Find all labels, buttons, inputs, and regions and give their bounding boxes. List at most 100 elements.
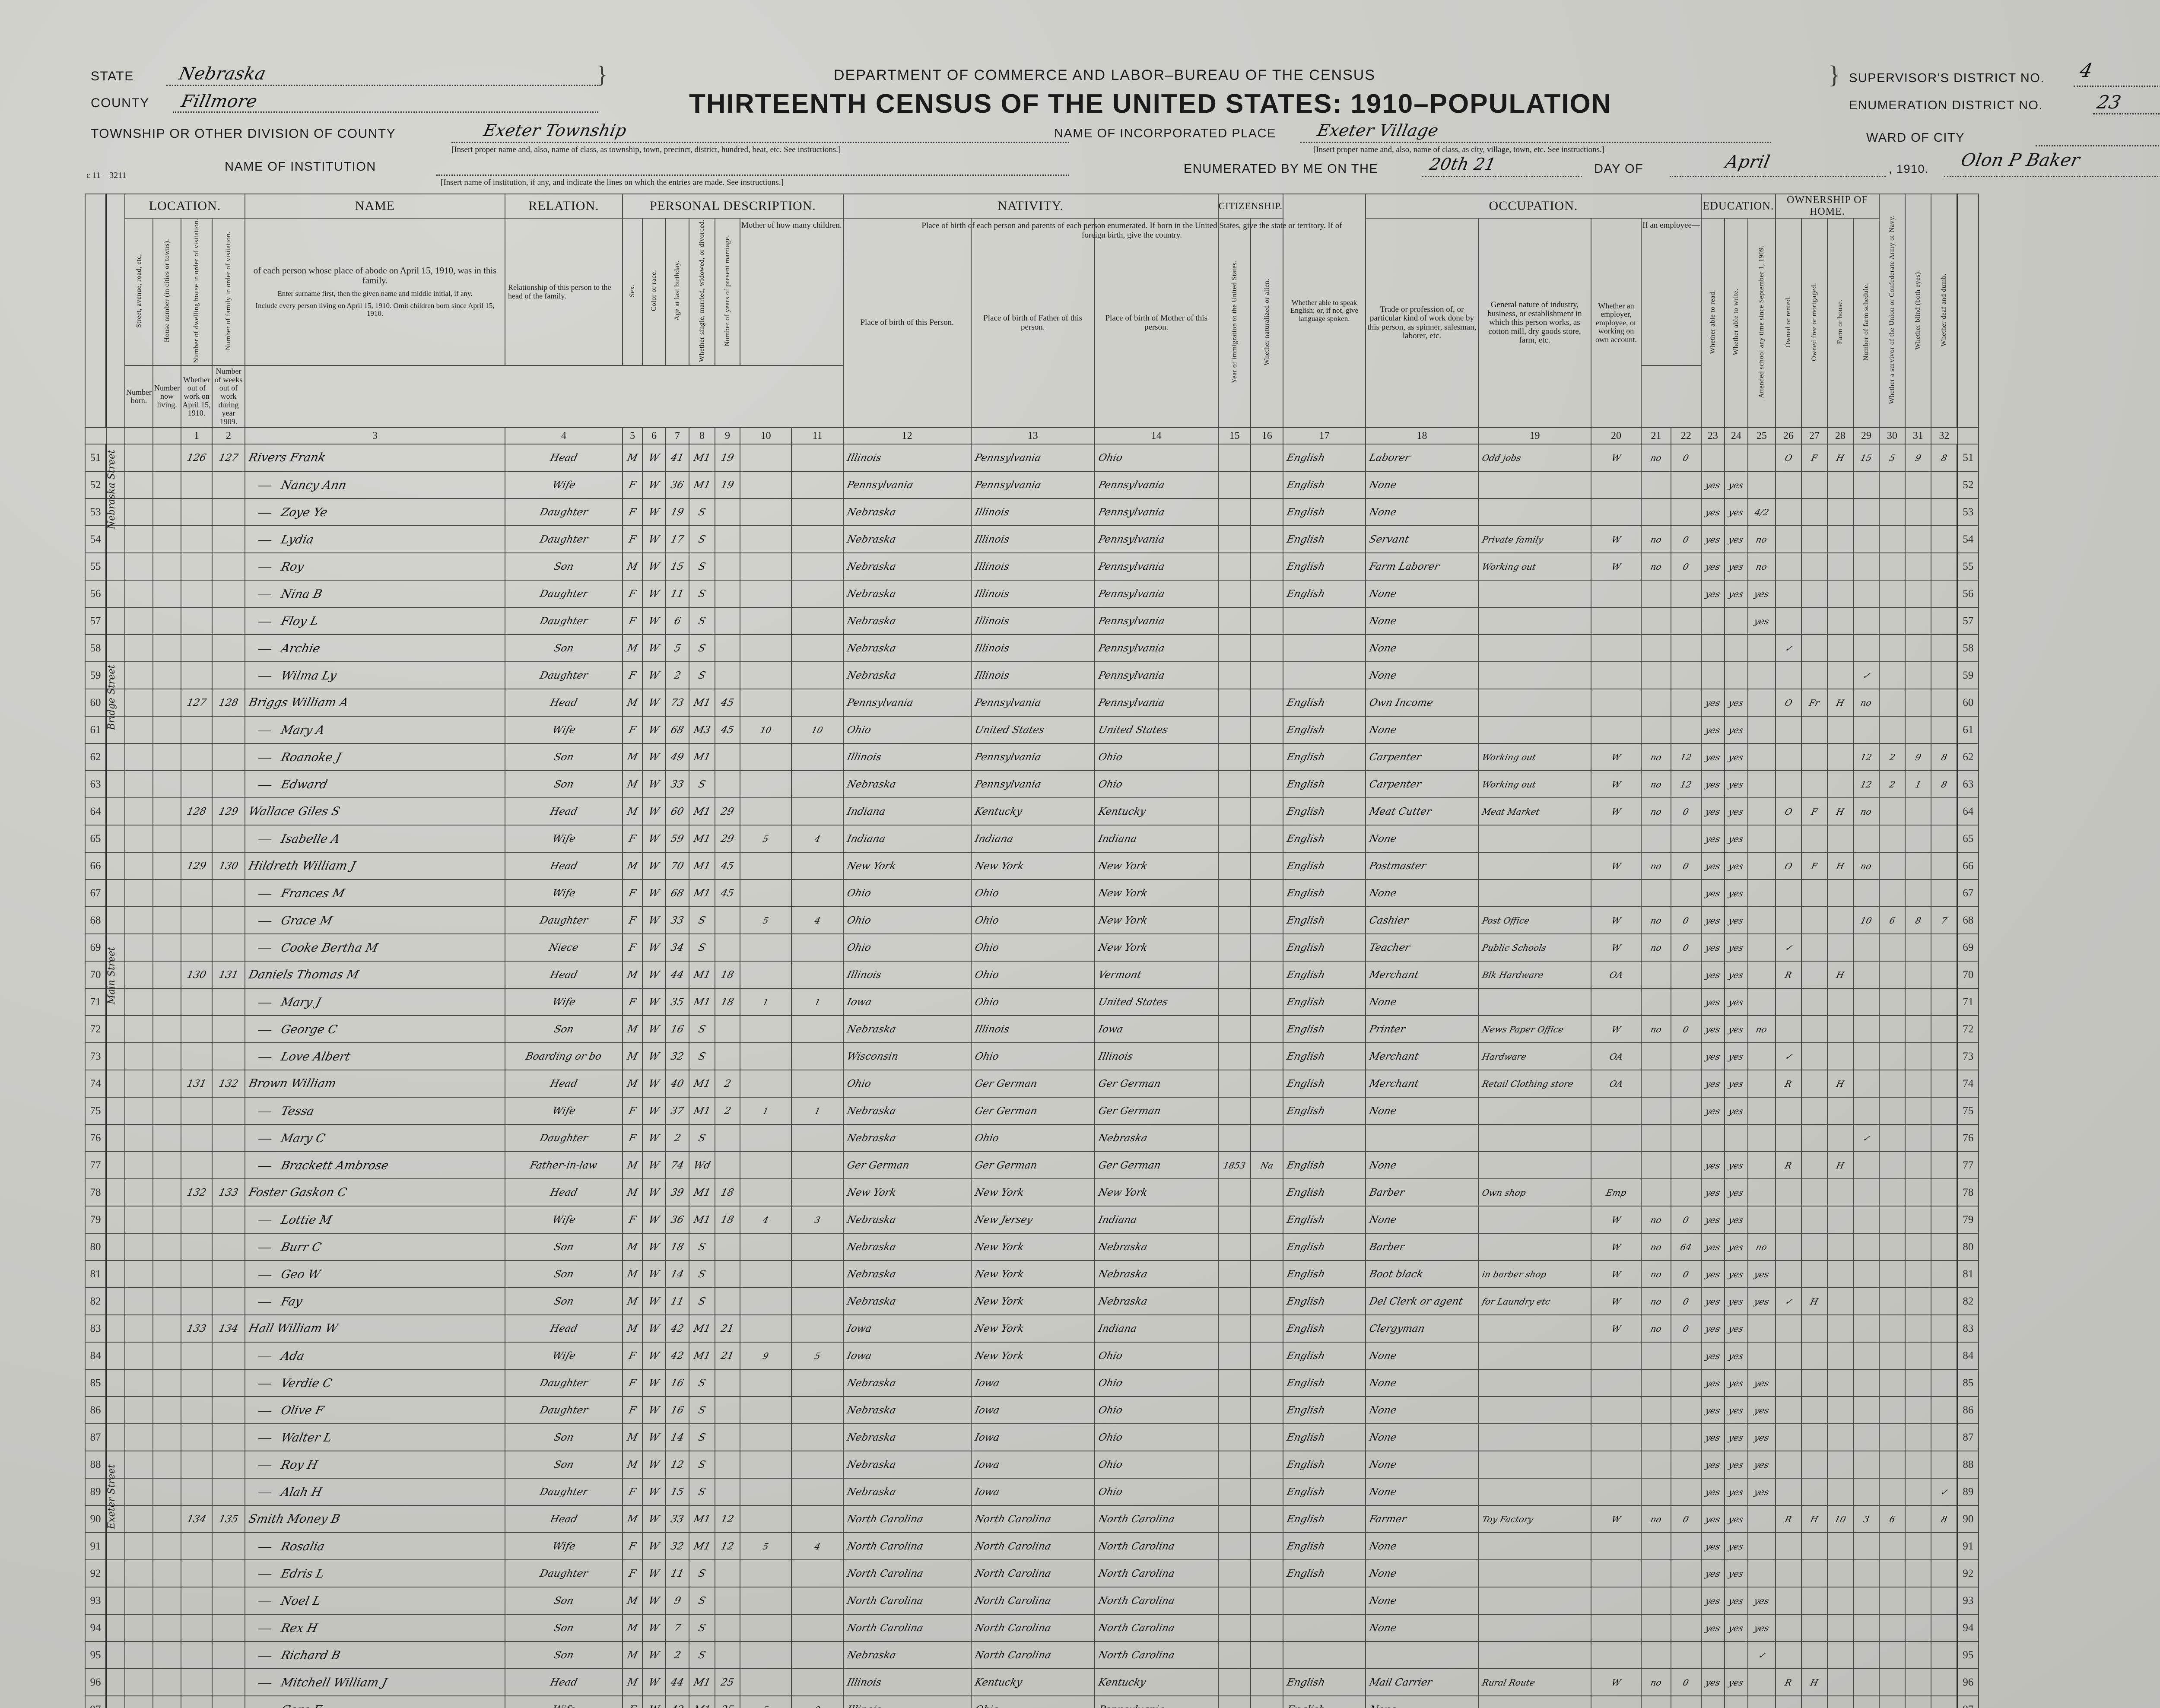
cell-oow[interactable] xyxy=(1640,1151,1671,1180)
cell-school[interactable]: yes xyxy=(1747,1369,1776,1397)
cell-surv[interactable] xyxy=(1878,1396,1906,1425)
cell-ms[interactable]: S xyxy=(688,1559,715,1588)
cell-race[interactable]: W xyxy=(642,716,666,744)
cell-oow[interactable]: no xyxy=(1640,770,1671,799)
cell-name[interactable]: — Cora E xyxy=(244,1695,505,1708)
cell-yrs[interactable]: 45 xyxy=(714,689,740,717)
cell-fam[interactable] xyxy=(211,1396,245,1425)
cell-race[interactable]: W xyxy=(642,1314,666,1343)
cell-farm[interactable] xyxy=(1826,1369,1854,1397)
cell-occ[interactable]: Barber xyxy=(1365,1178,1479,1207)
cell-age[interactable]: 9 xyxy=(665,1587,689,1615)
cell-fpob[interactable]: Kentucky xyxy=(970,1668,1095,1697)
cell-read[interactable]: yes xyxy=(1700,933,1725,962)
cell-fam[interactable]: 129 xyxy=(211,797,245,826)
cell-name[interactable]: Smith Money B xyxy=(244,1505,505,1533)
cell-rel[interactable]: Boarding or bo xyxy=(504,1042,623,1071)
cell-ind[interactable]: for Laundry etc xyxy=(1477,1287,1591,1316)
cell-rel[interactable]: Son xyxy=(504,743,623,771)
cell-school[interactable]: yes xyxy=(1747,1587,1776,1615)
cell-school[interactable] xyxy=(1747,1505,1776,1533)
cell-farm[interactable] xyxy=(1826,770,1854,799)
cell-age[interactable]: 2 xyxy=(665,661,689,690)
cell-name[interactable]: — Burr C xyxy=(244,1233,505,1261)
cell-imm[interactable] xyxy=(1217,1314,1252,1343)
cell-imm[interactable] xyxy=(1217,1505,1252,1533)
cell-mpob[interactable]: North Carolina xyxy=(1094,1532,1219,1561)
cell-name[interactable]: — Nancy Ann xyxy=(244,471,505,499)
cell-street[interactable] xyxy=(124,498,153,527)
cell-mb[interactable]: 5 xyxy=(739,825,792,853)
cell-fpob[interactable]: United States xyxy=(970,716,1095,744)
cell-surv[interactable] xyxy=(1878,1287,1906,1316)
cell-wks[interactable] xyxy=(1670,1178,1702,1207)
cell-lang[interactable] xyxy=(1282,1124,1366,1152)
cell-emp[interactable] xyxy=(1590,1342,1642,1370)
cell-race[interactable]: W xyxy=(642,634,666,663)
cell-emp[interactable]: W xyxy=(1590,852,1642,880)
cell-mpob[interactable]: Indiana xyxy=(1094,1314,1219,1343)
cell-lang[interactable]: English xyxy=(1282,879,1366,908)
cell-mpob[interactable]: New York xyxy=(1094,906,1219,935)
cell-ms[interactable]: S xyxy=(688,1614,715,1642)
cell-age[interactable]: 19 xyxy=(665,498,689,527)
cell-read[interactable]: yes xyxy=(1700,906,1725,935)
cell-write[interactable]: yes xyxy=(1724,770,1748,799)
cell-blind[interactable] xyxy=(1904,1695,1931,1708)
cell-age[interactable]: 5 xyxy=(665,634,689,663)
county-value[interactable]: Fillmore xyxy=(179,92,259,111)
cell-write[interactable]: yes xyxy=(1724,1559,1748,1588)
cell-fpob[interactable]: New York xyxy=(970,1314,1095,1343)
cell-emp[interactable] xyxy=(1590,1587,1642,1615)
cell-street[interactable] xyxy=(124,1423,153,1452)
cell-own[interactable]: ✓ xyxy=(1775,933,1802,962)
cell-pob[interactable]: Nebraska xyxy=(842,1233,972,1261)
table-row[interactable]: 95— Richard B Son M W 2 S Nebraska North Caroli… xyxy=(85,1641,1979,1670)
cell-mpob[interactable]: Ohio xyxy=(1094,1478,1219,1506)
cell-fam[interactable]: 131 xyxy=(211,961,245,989)
cell-hnum[interactable] xyxy=(152,1314,181,1343)
cell-read[interactable]: yes xyxy=(1700,1695,1725,1708)
cell-race[interactable]: W xyxy=(642,689,666,717)
cell-wks[interactable]: 0 xyxy=(1670,1206,1702,1234)
table-row[interactable]: 81— Geo W Son M W 14 S Nebraska New York Nebrask… xyxy=(85,1260,1979,1289)
cell-fpob[interactable]: Ohio xyxy=(970,1695,1095,1708)
cell-emp[interactable]: Emp xyxy=(1590,1178,1642,1207)
cell-own[interactable] xyxy=(1775,825,1802,853)
cell-ml[interactable]: 4 xyxy=(791,825,844,853)
cell-oow[interactable] xyxy=(1640,689,1671,717)
cell-imm[interactable] xyxy=(1217,961,1252,989)
cell-school[interactable] xyxy=(1747,634,1776,663)
cell-imm[interactable] xyxy=(1217,1070,1252,1098)
cell-race[interactable]: W xyxy=(642,933,666,962)
cell-rel[interactable]: Head xyxy=(504,1178,623,1207)
cell-sched[interactable]: no xyxy=(1852,852,1880,880)
cell-age[interactable]: 16 xyxy=(665,1396,689,1425)
cell-street[interactable] xyxy=(124,1342,153,1370)
cell-street[interactable] xyxy=(124,1614,153,1642)
cell-fpob[interactable]: Illinois xyxy=(970,498,1095,527)
table-row[interactable]: 86— Olive F Daughter F W 16 S Nebraska Iowa Ohio… xyxy=(85,1396,1979,1425)
cell-write[interactable]: yes xyxy=(1724,988,1748,1016)
cell-sex[interactable]: M xyxy=(622,1287,643,1316)
cell-oow[interactable] xyxy=(1640,580,1671,608)
cell-own[interactable] xyxy=(1775,1451,1802,1479)
cell-hnum[interactable] xyxy=(152,1260,181,1289)
cell-own[interactable] xyxy=(1775,1314,1802,1343)
cell-farm[interactable] xyxy=(1826,498,1854,527)
cell-lang[interactable]: English xyxy=(1282,770,1366,799)
cell-age[interactable]: 2 xyxy=(665,1124,689,1152)
cell-emp[interactable] xyxy=(1590,1369,1642,1397)
cell-farm[interactable] xyxy=(1826,1587,1854,1615)
cell-lang[interactable]: English xyxy=(1282,1178,1366,1207)
cell-ms[interactable]: S xyxy=(688,661,715,690)
cell-farm[interactable] xyxy=(1826,1668,1854,1697)
cell-ms[interactable]: M1 xyxy=(688,1314,715,1343)
cell-age[interactable]: 16 xyxy=(665,1369,689,1397)
state-value[interactable]: Nebraska xyxy=(177,64,268,84)
cell-wks[interactable] xyxy=(1670,607,1702,635)
cell-name[interactable]: — Zoye Ye xyxy=(244,498,505,527)
cell-mort[interactable] xyxy=(1801,988,1828,1016)
cell-age[interactable]: 33 xyxy=(665,1505,689,1533)
table-row[interactable]: 71— Mary J Wife F W 35 M1 18 1 1 Iowa Ohio United S… xyxy=(85,988,1979,1016)
